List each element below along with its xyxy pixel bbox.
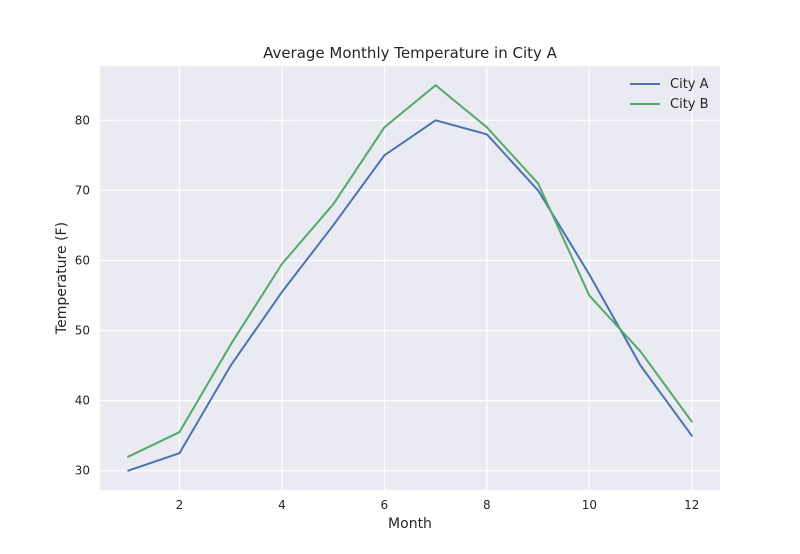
x-tick-label: 6 — [381, 498, 389, 512]
y-tick-label: 60 — [75, 253, 90, 267]
x-tick-label: 2 — [176, 498, 184, 512]
series-line-city-a — [127, 119, 693, 472]
y-axis-ticks: 30 40 50 60 70 80 — [75, 113, 90, 477]
grid-lines — [100, 66, 720, 490]
legend-label: City B — [670, 97, 709, 112]
chart-title: Average Monthly Temperature in City A — [263, 44, 558, 62]
y-tick-label: 50 — [75, 324, 90, 338]
series-lines — [127, 84, 693, 472]
plot-background — [100, 66, 720, 490]
series-line-city-b — [127, 84, 693, 458]
x-tick-label: 8 — [483, 498, 491, 512]
y-tick-label: 40 — [75, 394, 90, 408]
x-axis-ticks: 2 4 6 8 10 12 — [176, 498, 700, 512]
x-axis-label: Month — [388, 516, 432, 532]
y-tick-label: 70 — [75, 183, 90, 197]
y-tick-label: 30 — [75, 464, 90, 478]
x-tick-label: 4 — [278, 498, 286, 512]
x-tick-label: 10 — [582, 498, 597, 512]
legend-label: City A — [670, 77, 709, 92]
x-tick-label: 12 — [684, 498, 699, 512]
legend: City A City B — [630, 77, 709, 112]
y-tick-label: 80 — [75, 113, 90, 127]
y-axis-label: Temperature (F) — [54, 222, 70, 335]
